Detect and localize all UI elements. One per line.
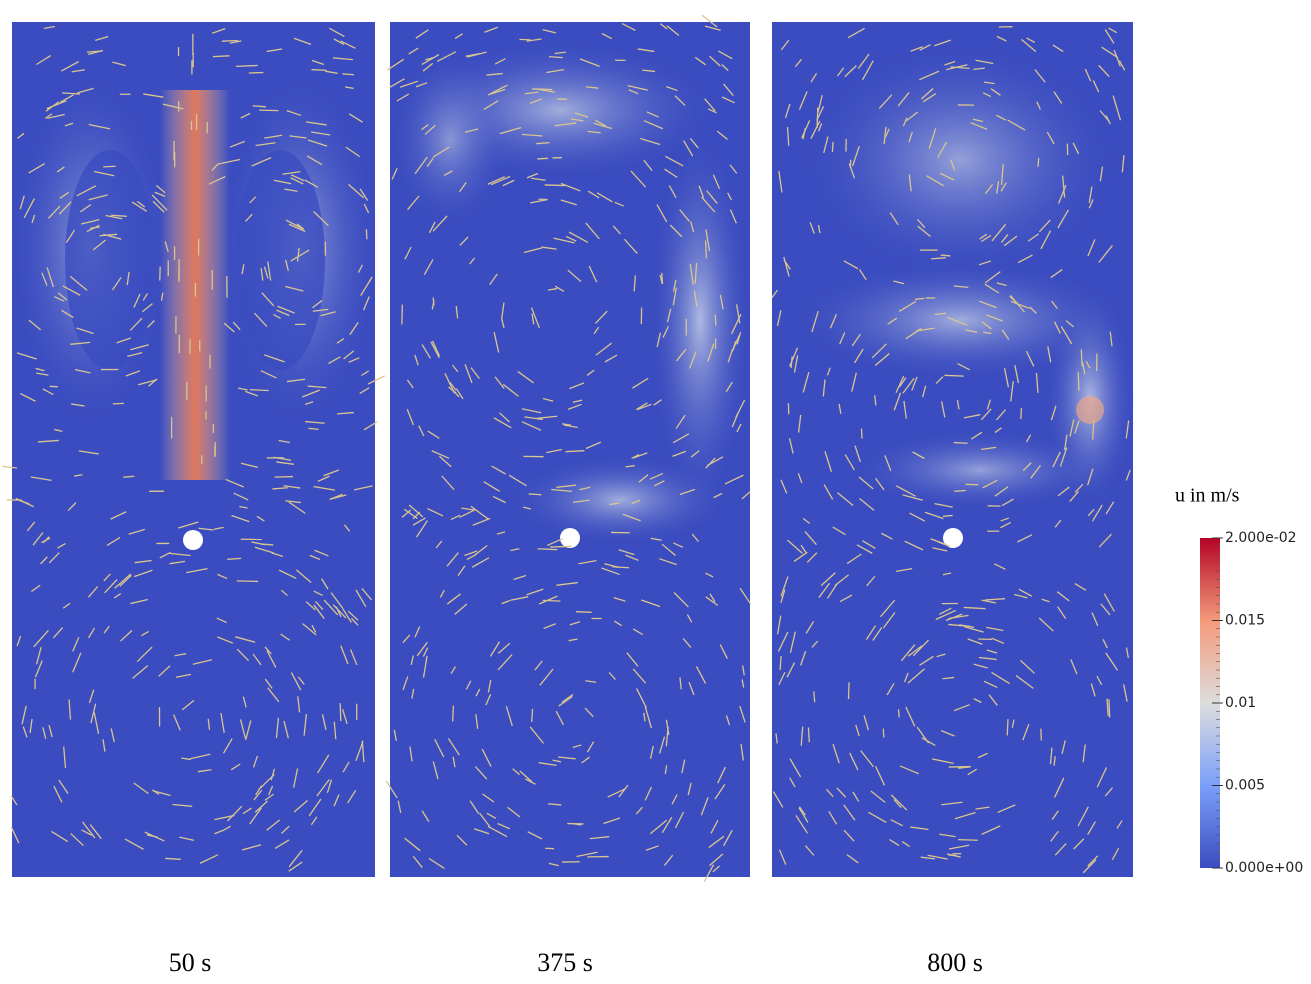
panel	[772, 22, 1135, 877]
tick-label: 0.000e+00	[1225, 860, 1303, 876]
tick-label: 2.000e-02	[1225, 530, 1297, 546]
panel	[10, 22, 380, 877]
panels	[10, 22, 1135, 877]
panel-label: 375 s	[537, 948, 593, 977]
tick-label: 0.015	[1225, 613, 1265, 629]
tick-label: 0.01	[1225, 695, 1256, 711]
colorbar-title: u in m/s	[1175, 485, 1240, 507]
panel-label: 50 s	[169, 948, 212, 977]
panel-label: 800 s	[927, 948, 983, 977]
colorbar-ticks: 2.000e-02 0.015 0.01 0.005 0.000e+00	[1212, 530, 1303, 876]
tick-label: 0.005	[1225, 778, 1265, 794]
